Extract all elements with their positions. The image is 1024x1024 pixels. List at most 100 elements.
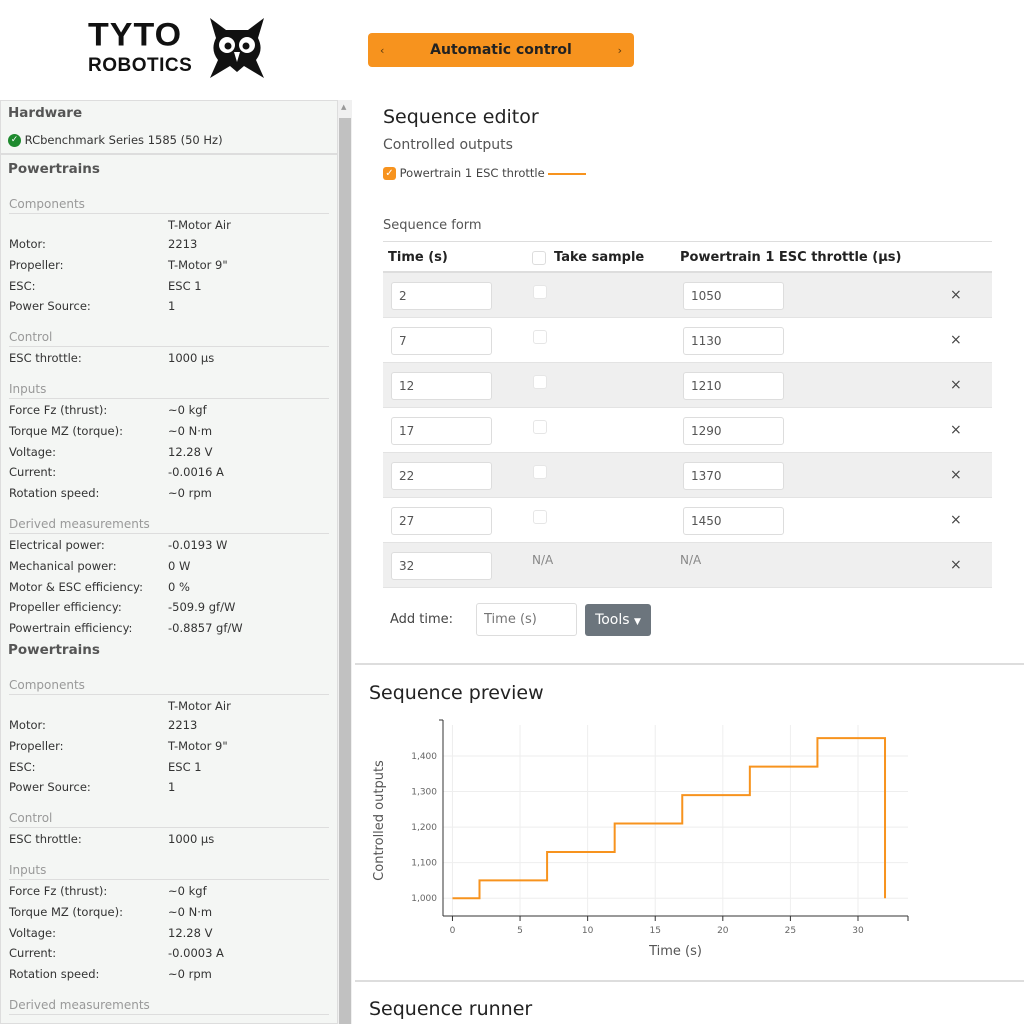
mode-label: Automatic control (430, 42, 572, 58)
measurement-row: Power Source: 1 (9, 780, 176, 795)
next-mode-button[interactable]: › (617, 43, 622, 57)
section-label: Control (9, 330, 329, 348)
measurement-row: Current: -0.0003 A (9, 946, 224, 961)
sequence-preview-chart: 0 5 10 15 20 25 30 1,000 1,100 1,200 1,300 1,400 Tim… (372, 719, 909, 959)
column-header-take-sample: Take sample (554, 250, 645, 265)
throttle-input[interactable] (683, 327, 784, 355)
throttle-input[interactable] (683, 282, 784, 310)
x-tick-label: 20 (717, 926, 729, 936)
table-row: × (383, 453, 992, 498)
delete-row-icon[interactable]: × (950, 467, 962, 483)
mode-selector[interactable]: ‹ Automatic control › (368, 33, 634, 67)
delete-row-icon[interactable]: × (950, 287, 962, 303)
section-divider (355, 980, 1024, 982)
powertrains-title: Powertrains (8, 642, 100, 658)
x-tick-label: 0 (450, 926, 456, 936)
delete-row-icon[interactable]: × (950, 557, 962, 573)
scrollbar-thumb[interactable] (339, 118, 351, 1024)
sequence-form-label: Sequence form (383, 218, 482, 233)
measurement-row: Mechanical power: 0 W (9, 558, 191, 573)
caret-down-icon: ▼ (634, 617, 641, 627)
measurement-row: ESC throttle: 1000 µs (9, 351, 215, 366)
output-checkbox-powertrain-1[interactable]: ✓ Powertrain 1 ESC throttle (383, 166, 587, 180)
y-axis-label: Controlled outputs (372, 760, 387, 881)
previous-mode-button[interactable]: ‹ (380, 43, 385, 57)
measurement-row: ESC: ESC 1 (9, 759, 202, 774)
delete-row-icon[interactable]: × (950, 422, 962, 438)
measurement-row: Rotation speed: ~0 rpm (9, 486, 212, 501)
add-time-input[interactable] (476, 603, 577, 636)
throttle-input[interactable] (683, 417, 784, 445)
take-sample-all-checkbox[interactable] (532, 250, 546, 265)
table-row: N/A N/A × (383, 543, 992, 588)
sequence-preview-title: Sequence preview (369, 682, 544, 704)
delete-row-icon[interactable]: × (950, 512, 962, 528)
take-sample-checkbox[interactable] (533, 330, 547, 344)
time-input[interactable] (391, 462, 492, 490)
throttle-input[interactable] (683, 507, 784, 535)
x-tick-label: 25 (785, 926, 796, 936)
sidebar-scrollbar[interactable]: ▲ (338, 100, 352, 1024)
x-tick-label: 10 (582, 926, 594, 936)
y-tick-label: 1,100 (411, 859, 437, 869)
column-header-throttle: Powertrain 1 ESC throttle (µs) (680, 250, 902, 265)
tools-dropdown-button[interactable]: Tools ▼ (585, 604, 651, 636)
y-tick-label: 1,200 (411, 823, 437, 833)
time-input[interactable] (391, 552, 492, 580)
take-sample-na: N/A (532, 553, 554, 567)
throttle-input[interactable] (683, 462, 784, 490)
y-tick-label: 1,300 (411, 788, 437, 798)
time-input[interactable] (391, 507, 492, 535)
measurement-row: Voltage: 12.28 V (9, 925, 213, 940)
column-header-time: Time (s) (388, 250, 448, 265)
y-tick-label: 1,000 (411, 894, 437, 904)
x-tick-label: 5 (517, 926, 523, 936)
x-axis-label: Time (s) (648, 944, 702, 959)
measurement-row: Powertrain efficiency: -0.8857 gf/W (9, 621, 243, 636)
time-input[interactable] (391, 282, 492, 310)
section-label: Components (9, 678, 329, 695)
add-time-label: Add time: (390, 612, 454, 627)
measurement-row: Electrical power: -0.0193 W (9, 538, 228, 552)
take-sample-checkbox[interactable] (533, 465, 547, 479)
section-label: Inputs (9, 382, 329, 399)
controlled-outputs-label: Controlled outputs (383, 137, 513, 153)
check-circle-icon: ✓ (8, 134, 21, 147)
sequence-runner-title: Sequence runner (369, 998, 533, 1020)
measurement-row: ESC: ESC 1 (9, 278, 202, 293)
tyto-robotics-logo: TYTO ROBOTICS (88, 16, 268, 82)
measurement-row: Motor: 2213 (9, 237, 198, 251)
measurement-row: Torque MZ (torque): ~0 N·m (9, 904, 213, 919)
measurement-row: Propeller: T-Motor 9" (9, 738, 228, 753)
section-label: Control (9, 811, 329, 829)
take-sample-checkbox[interactable] (533, 375, 547, 389)
delete-row-icon[interactable]: × (950, 377, 962, 393)
time-input[interactable] (391, 417, 492, 445)
sequence-editor-title: Sequence editor (383, 106, 539, 128)
table-row: × (383, 318, 992, 363)
sequence-table: Time (s) Take sample Powertrain 1 ESC th… (383, 241, 992, 588)
table-row: × (383, 408, 992, 453)
delete-row-icon[interactable]: × (950, 332, 962, 348)
section-label: Derived measurements (9, 517, 329, 534)
section-divider (355, 663, 1024, 665)
take-sample-checkbox[interactable] (533, 285, 547, 299)
checkbox-checked-icon[interactable]: ✓ (383, 167, 396, 180)
throttle-input[interactable] (683, 372, 784, 400)
measurement-row: Current: -0.0016 A (9, 465, 224, 480)
x-tick-label: 15 (649, 926, 660, 936)
take-sample-checkbox[interactable] (533, 420, 547, 434)
time-input[interactable] (391, 327, 492, 355)
section-label: Derived measurements (9, 998, 329, 1015)
table-row: × (383, 498, 992, 543)
measurement-row: Power Source: 1 (9, 299, 176, 314)
measurement-row: Propeller efficiency: -509.9 gf/W (9, 600, 236, 615)
time-input[interactable] (391, 372, 492, 400)
scroll-up-icon[interactable]: ▲ (341, 103, 347, 111)
take-sample-checkbox[interactable] (533, 510, 547, 524)
y-tick-label: 1,400 (411, 752, 437, 762)
measurement-row: Force Fz (thrust): ~0 kgf (9, 403, 207, 417)
measurement-row: ESC throttle: 1000 µs (9, 832, 215, 847)
hardware-title: Hardware (8, 105, 83, 121)
throttle-na: N/A (680, 553, 702, 567)
